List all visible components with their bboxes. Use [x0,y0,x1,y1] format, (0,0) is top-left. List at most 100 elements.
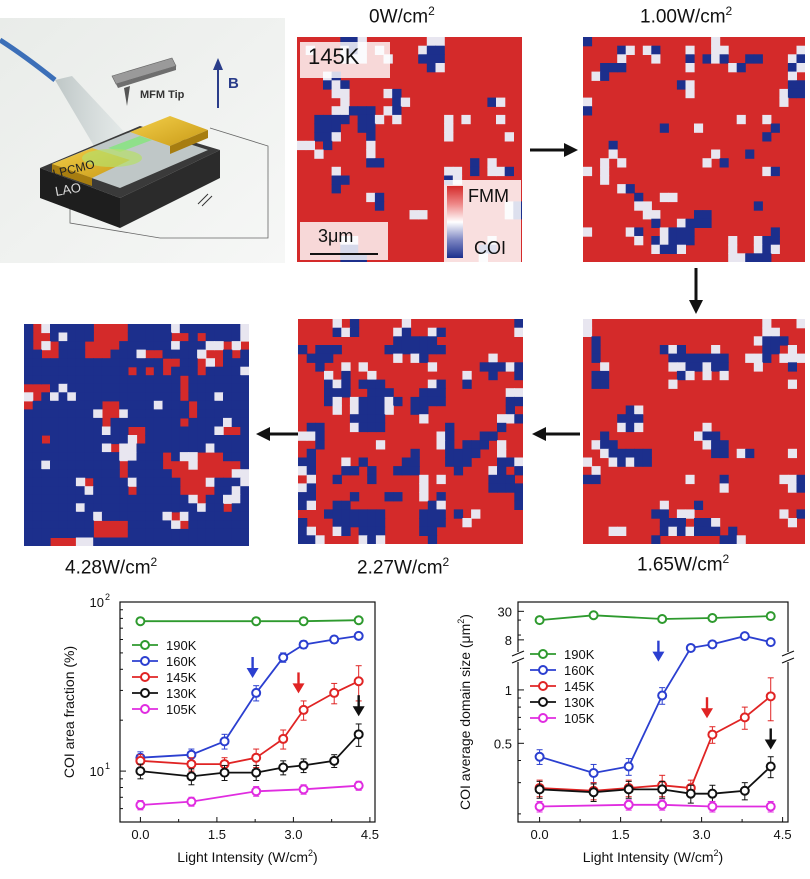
data-point-130K [534,784,545,795]
data-point-105K [707,801,718,812]
legend-label: 190K [166,638,197,653]
data-point-145K [739,712,750,723]
data-point-105K [353,780,364,791]
colorbar-top-label: FMM [468,186,509,206]
legend-marker [538,681,548,691]
legend-label: 160K [166,654,197,669]
data-point-130K [588,787,599,798]
data-point-190K [298,616,309,627]
data-point-160K [329,634,340,645]
x-tick-label: 1.5 [612,827,630,842]
data-point-130K [186,771,197,782]
data-point-160K [534,751,545,762]
chart-domain-size: 0.0 1.5 3.0 4.5 30 8 1 0.5 Light Intensity (W/cm… [448,592,810,874]
data-point-130K [707,788,718,799]
data-point-145K [707,729,718,740]
data-point-190K [251,616,262,627]
plot-frame [119,601,376,823]
colorbar-bottom-label: COI [474,238,507,258]
data-point-130K [353,729,364,740]
data-point-190K [588,610,599,621]
data-point-160K [353,630,364,641]
temperature-label: 145K [308,44,360,69]
data-point-190K [657,614,668,625]
data-point-160K [278,652,289,663]
x-tick-label: 4.5 [361,827,379,842]
x-tick-label: 4.5 [774,827,792,842]
series-line-160K [140,635,359,759]
power-label-3: 2.27W/cm2 [357,555,450,579]
data-point-190K [765,611,776,622]
x-axis-label: Light Intensity (W/cm2) [583,848,723,865]
y-tick-label: 10 [90,764,104,779]
data-point-105K [186,796,197,807]
y-tick-exponent: 1 [105,761,110,771]
data-point-160K [623,761,634,772]
mfm-map-3 [298,319,523,544]
mfm-map-1 [583,37,805,262]
series-line-160K [539,635,771,774]
data-point-130K [623,784,634,795]
flow-arrow-down [686,266,706,316]
y-tick-label: 10 [90,595,104,610]
data-point-105K [657,799,668,810]
legend-marker [140,688,150,698]
mfm-map-2 [583,319,805,544]
power-label-1: 1.00W/cm2 [640,4,733,28]
data-point-130K [765,761,776,772]
temperature-badge [300,42,390,78]
x-axis-label: Light Intensity (W/cm2) [177,848,317,865]
substrate-label: LAO [54,180,82,199]
light-cone [55,76,128,146]
y-tick-exponent: 2 [105,592,110,602]
data-point-145K [278,733,289,744]
data-point-145K [765,691,776,702]
legend-label: 130K [564,695,595,710]
data-point-160K [657,690,668,701]
legend-marker [538,649,548,659]
series-line-190K [140,619,359,623]
y-tick-label: 8 [505,633,512,648]
scalebar-label: 3μm [318,226,354,246]
legend-marker [140,656,150,666]
data-point-105K [623,799,634,810]
colorbar [447,186,463,258]
data-point-130K [739,785,750,796]
legend-label: 105K [564,711,595,726]
power-label-2: 1.65W/cm2 [637,552,730,576]
data-point-160K [765,637,776,648]
data-point-190K [534,615,545,626]
data-point-105K [765,801,776,812]
mfm-map-4 [24,324,249,546]
series-line-105K [539,803,771,808]
x-tick-label: 3.0 [693,827,711,842]
series-line-130K [140,733,360,778]
data-point-105K [534,801,545,812]
series-line-130K [539,765,772,795]
mfm-schematic: MFM Tip B LPCMO LAO [0,18,285,263]
flow-arrow-left-2 [254,424,300,444]
data-point-145K [353,676,364,687]
legend-label: 130K [166,686,197,701]
field-label: B [228,75,239,92]
data-point-105K [298,784,309,795]
data-point-145K [329,687,340,698]
data-point-145K [251,752,262,763]
power-label-4: 4.28W/cm2 [65,555,158,579]
data-point-130K [219,767,230,778]
y-axis-label: COI average domain size (μm2) [456,614,473,810]
legend-label: 190K [564,647,595,662]
series-line-145K [539,695,772,792]
data-point-130K [329,755,340,766]
legend-marker [140,672,150,682]
data-point-145K [298,704,309,715]
legend-label: 105K [166,702,197,717]
legend-marker [538,697,548,707]
series-line-105K [140,784,359,806]
data-point-160K [298,639,309,650]
data-point-190K [707,613,718,624]
x-tick-label: 3.0 [284,827,302,842]
plot-frame [517,601,789,823]
data-point-130K [135,766,146,777]
data-point-130K [278,762,289,773]
